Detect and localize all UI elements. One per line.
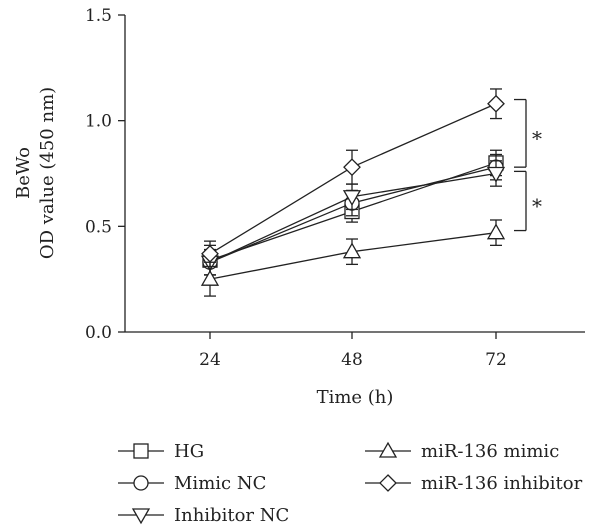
data-point <box>201 244 219 263</box>
legend-item: miR-136 inhibitor <box>365 473 583 494</box>
x-tick-label: 72 <box>485 350 507 370</box>
y-tick-label: 1.5 <box>85 6 112 26</box>
y-tick-label: 0.0 <box>85 323 112 343</box>
legend-item: Inhibitor NC <box>118 505 289 526</box>
x-axis-title: Time (h) <box>317 387 394 408</box>
x-tick-label: 48 <box>341 350 363 370</box>
legend-marker <box>133 443 149 459</box>
legend-marker <box>378 441 398 458</box>
data-point <box>486 223 506 240</box>
legend-item: HG <box>118 441 204 462</box>
legend-marker <box>379 474 397 492</box>
series-mir-136-inhibitor <box>201 88 505 268</box>
data-point <box>342 242 362 259</box>
series-line <box>209 103 497 255</box>
y-axis-title: BeWo OD value (450 nm) <box>13 87 58 259</box>
series-mir-136-mimic <box>200 219 506 297</box>
legend-label: miR-136 mimic <box>421 441 559 462</box>
series-layer <box>200 88 506 297</box>
legend-label: Inhibitor NC <box>174 505 289 526</box>
significance-star: * <box>532 194 542 218</box>
legend-label: HG <box>174 441 204 462</box>
legend-marker <box>131 508 151 525</box>
y-axis-title-line-2: OD value (450 nm) <box>37 87 58 259</box>
data-point <box>486 166 506 183</box>
significance-bracket: * <box>514 98 542 168</box>
data-point <box>342 190 362 207</box>
significance-bracket: * <box>514 170 542 232</box>
significance-star: * <box>532 126 542 150</box>
legend-label: Mimic NC <box>174 473 266 494</box>
legend-label: miR-136 inhibitor <box>421 473 583 494</box>
legend: HG Mimic NC Inhibitor NC miR-136 mimic miR-1… <box>118 441 583 526</box>
annotation-layer: ** <box>514 98 542 232</box>
legend-item: miR-136 mimic <box>365 441 559 462</box>
data-point <box>343 158 361 177</box>
y-tick-label: 0.5 <box>85 217 112 237</box>
data-point <box>200 269 220 286</box>
legend-item: Mimic NC <box>118 473 266 494</box>
y-tick-label: 1.0 <box>85 112 112 132</box>
legend-marker <box>133 475 149 491</box>
x-tick-label: 24 <box>199 350 221 370</box>
axes: 0.0 0.5 1.0 1.5 24 48 72 Time (h) BeWo OD value (… <box>13 6 585 408</box>
y-axis-title-line-1: BeWo <box>13 147 34 199</box>
data-point <box>487 94 505 113</box>
